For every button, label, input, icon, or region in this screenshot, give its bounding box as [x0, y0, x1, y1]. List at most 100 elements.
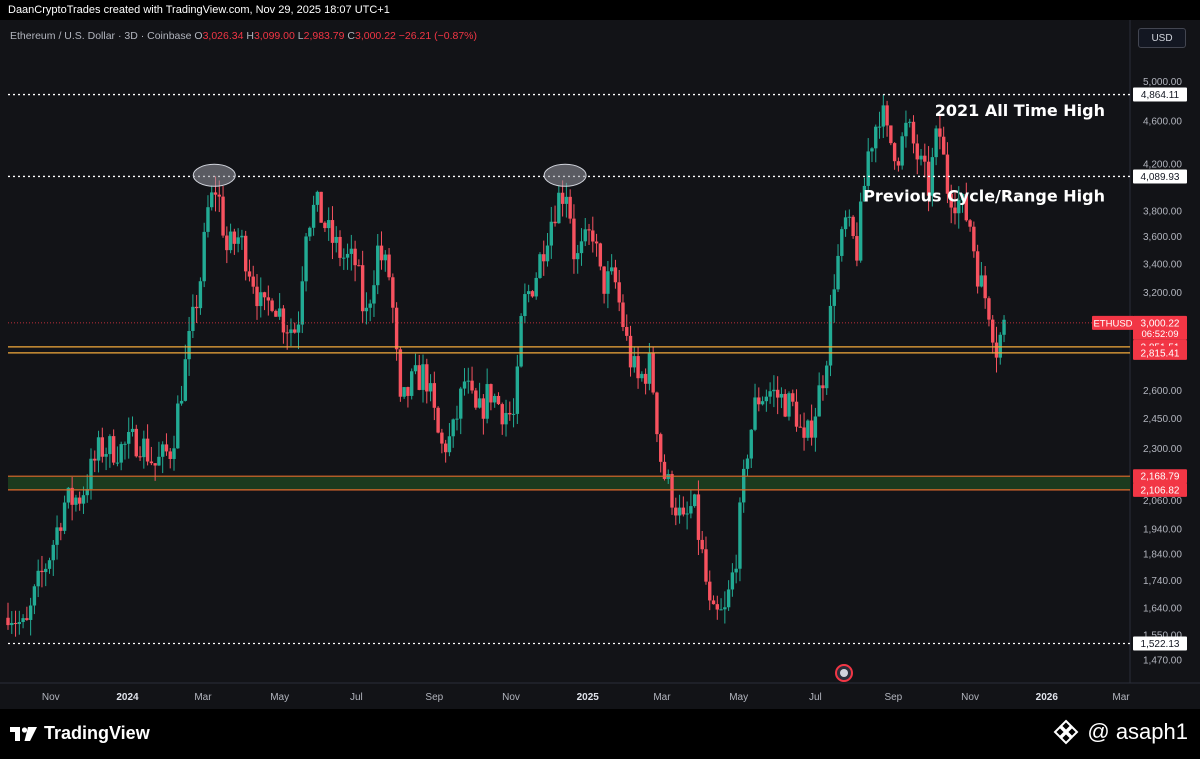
candle-body — [791, 393, 795, 402]
candle-body — [149, 461, 154, 464]
candle-body — [266, 297, 271, 301]
candle-body — [304, 236, 308, 282]
candle-body — [862, 185, 867, 202]
open-label: O — [194, 30, 203, 42]
candle-body — [655, 392, 659, 435]
candle-body — [443, 443, 448, 453]
time-tick-label: May — [729, 692, 748, 703]
candle-body — [983, 275, 987, 299]
candle-body — [806, 420, 810, 438]
candle-body — [523, 294, 527, 317]
chart-frame[interactable]: 1,470.00 1,550.00 1,640.00 1,740.00 1,840.00… — [0, 20, 1200, 709]
candle-body — [972, 226, 976, 252]
candle-body — [210, 192, 214, 208]
candle-body — [545, 245, 550, 262]
price-tick-label: 1,470.00 — [1143, 655, 1182, 666]
candle-body — [968, 220, 972, 227]
candle-body — [572, 218, 576, 260]
candle-body — [247, 271, 252, 277]
candle-body — [168, 451, 172, 459]
candle-body — [130, 428, 135, 432]
change-value: −26.21 (−0.87%) — [398, 30, 478, 42]
candle-body — [432, 383, 437, 408]
candle-body — [779, 393, 784, 398]
candle-body — [334, 236, 338, 243]
candle-body — [685, 513, 689, 515]
time-tick-label: Sep — [425, 692, 443, 703]
candle-body — [534, 277, 538, 297]
price-tick-label: 4,600.00 — [1143, 116, 1182, 127]
tradingview-brand: TradingView — [44, 723, 150, 743]
tradingview-logo[interactable]: TradingView — [10, 723, 150, 744]
candle-body — [775, 389, 780, 398]
candle-body — [225, 235, 229, 251]
candle-body — [232, 231, 237, 244]
candle-body — [851, 216, 855, 237]
candle-body — [243, 235, 248, 272]
candle-body — [326, 220, 331, 229]
candle-body — [262, 292, 267, 298]
candle-body — [413, 365, 418, 372]
candle-body — [6, 617, 10, 626]
candle-body — [134, 428, 138, 457]
candle-body — [1002, 319, 1006, 335]
candle-body — [213, 192, 218, 195]
candle-body — [613, 267, 618, 283]
chart-annotation: Previous Cycle/Range High — [863, 187, 1105, 206]
candle-body — [553, 221, 557, 224]
price-level-tag: 1,522.13 — [1141, 639, 1180, 650]
candle-body — [609, 267, 614, 272]
peak-highlight-marker — [192, 163, 236, 187]
candle-body — [194, 306, 199, 309]
candle-body — [689, 506, 693, 514]
price-level-tag-bg — [1133, 87, 1187, 102]
candle-body — [89, 458, 93, 490]
author-handle-text: @ asaph1 — [1087, 719, 1188, 744]
time-tick-label: Jul — [809, 692, 822, 703]
candle-body — [187, 330, 191, 360]
candle-body — [538, 254, 542, 278]
currency-button[interactable]: USD — [1138, 28, 1186, 48]
candle-body — [74, 497, 78, 505]
author-handle: @ asaph1 — [1053, 719, 1188, 745]
price-tick-label: 1,840.00 — [1143, 549, 1182, 560]
candle-body — [391, 277, 395, 308]
candle-body — [477, 398, 482, 408]
ohlc-legend: Ethereum / U.S. Dollar · 3D · Coinbase O… — [10, 30, 477, 42]
candle-body — [987, 298, 991, 320]
candle-body — [670, 474, 674, 508]
bar-countdown: 06:52:09 — [1142, 329, 1179, 340]
candle-body — [93, 458, 97, 461]
candle-body — [164, 444, 169, 452]
candle-body — [802, 427, 806, 438]
candle-body — [889, 125, 893, 144]
candle-body — [964, 194, 969, 221]
price-chart[interactable]: 1,470.00 1,550.00 1,640.00 1,740.00 1,840.00… — [0, 20, 1200, 709]
candle-body — [772, 389, 776, 392]
candle-body — [726, 589, 731, 608]
candle-body — [730, 572, 735, 590]
candle-body — [915, 143, 919, 160]
candle-body — [157, 456, 161, 466]
price-tick-label: 2,060.00 — [1143, 496, 1182, 507]
candle-body — [651, 353, 655, 393]
candle-body — [379, 245, 384, 261]
candle-body — [647, 353, 652, 384]
candle-body — [919, 155, 923, 160]
low-label: L — [297, 30, 304, 42]
candle-body — [511, 413, 516, 415]
candle-body — [492, 395, 497, 403]
candle-body — [632, 356, 636, 368]
candle-body — [734, 568, 738, 573]
candle-body — [372, 285, 376, 304]
candle-body — [496, 395, 501, 405]
price-tick-label: 1,550.00 — [1143, 630, 1182, 641]
candle-body — [500, 404, 504, 425]
candle-body — [557, 192, 561, 224]
candle-body — [681, 507, 686, 515]
candle-body — [255, 286, 259, 307]
candle-body — [440, 432, 444, 444]
candle-body — [47, 560, 52, 569]
candle-body — [10, 622, 14, 626]
candle-body — [643, 373, 648, 384]
